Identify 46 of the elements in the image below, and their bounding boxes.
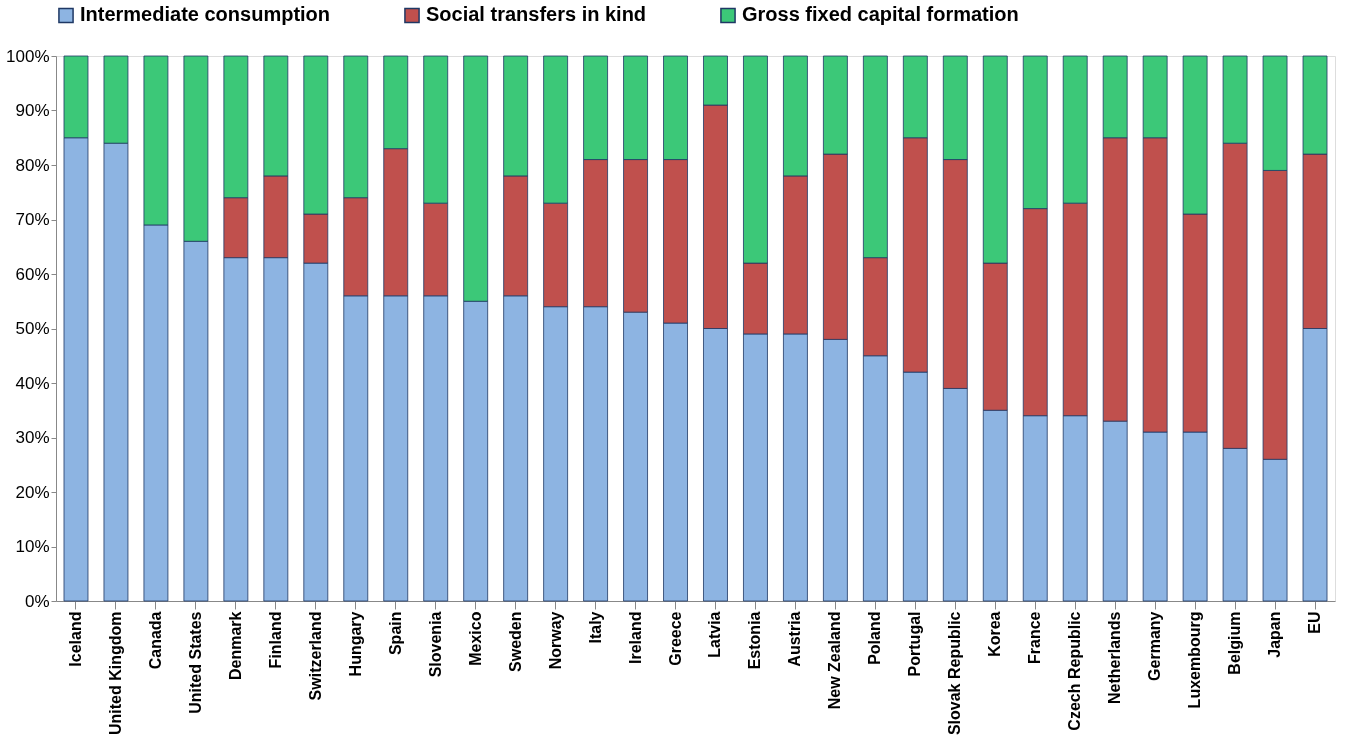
legend-label: Gross fixed capital formation xyxy=(742,3,1019,26)
y-tick-label: 90% xyxy=(15,101,50,120)
x-tick-label: Austria xyxy=(786,611,804,667)
x-tick-label: Czech Republic xyxy=(1066,611,1084,731)
x-tick-label: France xyxy=(1026,611,1044,664)
x-tick-label: Portugal xyxy=(906,611,924,677)
legend-label: Social transfers in kind xyxy=(426,3,647,26)
x-tick-label: Iceland xyxy=(66,611,84,667)
y-tick-label: 0% xyxy=(24,591,50,611)
x-tick-label: Switzerland xyxy=(306,611,324,701)
x-tick-label: Netherlands xyxy=(1106,611,1124,704)
x-tick-label: Estonia xyxy=(746,611,764,670)
x-tick-label: Canada xyxy=(146,611,164,670)
legend-label: Intermediate consumption xyxy=(80,3,331,26)
x-tick-label: Finland xyxy=(266,611,284,669)
x-tick-label: Spain xyxy=(386,611,404,656)
x-tick-label: Latvia xyxy=(706,611,724,658)
x-tick-label: Sweden xyxy=(506,611,524,672)
x-tick-label: Italy xyxy=(586,611,604,644)
x-tick-label: Belgium xyxy=(1226,611,1244,675)
x-tick-label: United States xyxy=(186,611,204,714)
x-tick-label: Korea xyxy=(986,611,1004,657)
x-tick-label: United Kingdom xyxy=(106,611,124,736)
y-tick-label: 50% xyxy=(15,319,50,338)
y-tick-label: 70% xyxy=(15,210,50,229)
y-tick-label: 20% xyxy=(15,482,50,502)
x-tick-label: Slovenia xyxy=(426,611,444,678)
x-tick-label: Ireland xyxy=(626,611,644,664)
x-tick-label: New Zealand xyxy=(826,611,844,710)
y-tick-label: 30% xyxy=(15,428,50,447)
x-tick-label: Denmark xyxy=(226,611,244,680)
x-tick-label: Japan xyxy=(1266,611,1284,658)
x-tick-label: Greece xyxy=(666,611,684,666)
y-tick-label: 10% xyxy=(15,537,50,556)
y-tick-label: 40% xyxy=(15,373,50,393)
x-tick-label: Hungary xyxy=(346,611,364,677)
y-tick-label: 80% xyxy=(15,155,50,175)
x-tick-label: Poland xyxy=(866,611,884,665)
x-tick-label: Germany xyxy=(1146,611,1164,681)
y-tick-label: 60% xyxy=(15,264,50,284)
x-tick-label: Norway xyxy=(546,611,564,670)
x-tick-label: EU xyxy=(1306,611,1324,634)
x-tick-label: Mexico xyxy=(466,611,484,666)
y-tick-label: 100% xyxy=(6,46,50,66)
x-tick-label: Slovak Republic xyxy=(946,611,964,736)
x-tick-label: Luxembourg xyxy=(1186,611,1204,709)
